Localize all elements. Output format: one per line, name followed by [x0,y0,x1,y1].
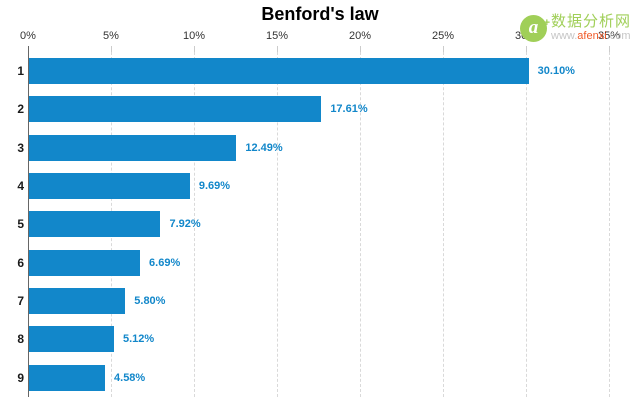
bar [29,211,161,238]
url-domain: afenxi [577,30,607,42]
bar [29,96,322,123]
category-label: 5 [17,217,24,232]
bar [29,287,126,314]
url-tld: .com [606,30,631,42]
value-label: 5.80% [134,294,166,307]
category-label: 7 [17,293,24,308]
bar [29,326,114,353]
x-axis-tick [526,46,527,52]
value-label: 5.12% [122,333,155,346]
value-label: 9.69% [198,180,231,193]
gridline [609,52,610,397]
gridline [277,52,278,397]
value-label: 12.49% [245,141,283,154]
gridline [526,52,527,397]
category-label: 8 [17,332,24,347]
bar [29,364,106,391]
category-label: 9 [17,370,24,385]
category-label: 1 [17,64,24,79]
gridline [443,52,444,397]
x-axis-tick-label: 10% [182,30,206,42]
gridline [194,52,195,397]
x-axis-tick-label: 25% [431,30,455,42]
x-axis-tick [443,46,444,52]
category-label: 3 [17,140,24,155]
category-label: 6 [17,255,24,270]
category-label: 2 [17,102,24,117]
value-label: 6.69% [149,256,181,269]
value-label: 7.92% [169,218,201,231]
bar [29,173,190,200]
afenxi-logo-icon: a [520,10,550,42]
chart-title: Benford's law [261,4,379,24]
gridline [360,52,361,397]
url-www: www. [551,30,578,42]
value-label: 4.58% [114,371,146,384]
bar [29,134,237,161]
watermark: a 数据分析网 www.afenxi.com [520,10,632,42]
x-axis-tick [609,46,610,52]
x-axis-tick-label: 35% [597,30,621,42]
bar [29,58,529,85]
category-label: 4 [17,179,24,194]
x-axis-tick-label: 5% [103,30,119,42]
x-axis-tick [360,46,361,52]
x-axis-tick-label: 20% [348,30,372,42]
value-label: 17.61% [330,103,368,116]
y-axis-line [28,46,29,397]
value-label: 30.10% [537,65,575,78]
x-axis-tick [277,46,278,52]
x-axis-tick [194,46,195,52]
watermark-site-name: 数据分析网 [551,13,632,30]
bar [29,249,141,276]
watermark-site-url: www.afenxi.com [551,30,631,42]
x-axis-tick [111,46,112,52]
x-axis-tick-label: 15% [265,30,289,42]
x-axis-tick-label: 0% [20,30,36,42]
